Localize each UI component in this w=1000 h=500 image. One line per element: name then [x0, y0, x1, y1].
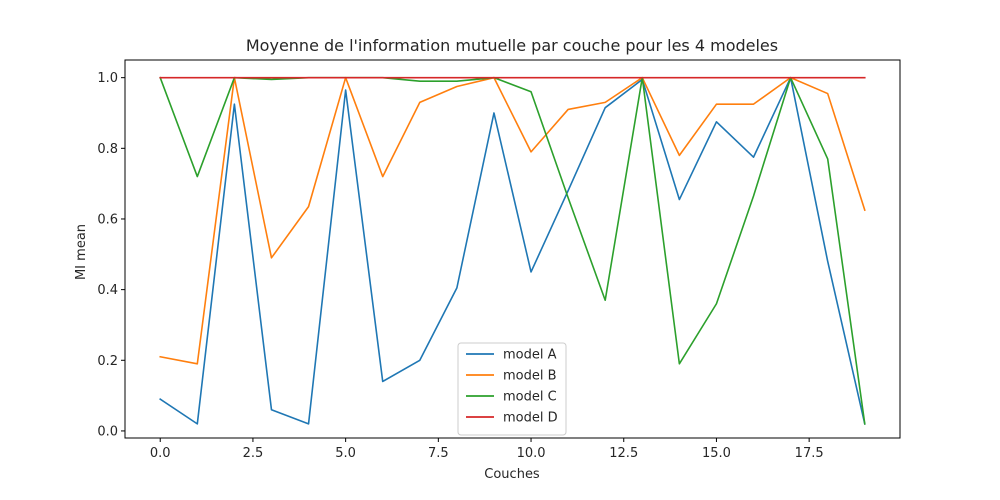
legend-box — [457, 342, 567, 436]
series-line-model-b — [159, 76, 866, 365]
legend: model A model B model C model D — [457, 342, 567, 436]
x-tick-label: 0.0 — [150, 446, 171, 461]
series-line-model-a — [159, 76, 866, 425]
y-axis-title: MI mean — [74, 224, 89, 280]
plot-area — [124, 59, 901, 439]
legend-label: model B — [503, 369, 557, 384]
series-line-model-c — [159, 76, 866, 425]
legend-label: model D — [503, 411, 558, 426]
x-tick-label: 10.0 — [517, 446, 546, 461]
x-axis-title: Couches — [484, 467, 540, 482]
axes-frame — [124, 59, 901, 439]
x-tick-label: 12.5 — [609, 446, 638, 461]
x-tick-label: 5.0 — [335, 446, 356, 461]
y-tick-label: 0.8 — [97, 142, 118, 157]
x-tick-label: 17.5 — [795, 446, 824, 461]
x-axis-ticks: 0.0 2.5 5.0 7.5 10.0 12.5 15.0 17.5 — [150, 438, 824, 461]
chart-title: Moyenne de l'information mutuelle par co… — [246, 36, 778, 55]
y-tick-label: 0.2 — [97, 354, 118, 369]
x-tick-label: 15.0 — [702, 446, 731, 461]
legend-label: model A — [503, 348, 557, 363]
y-axis-ticks: 0.0 0.2 0.4 0.6 0.8 1.0 — [97, 71, 125, 439]
x-tick-label: 7.5 — [428, 446, 449, 461]
y-tick-label: 0.6 — [97, 212, 118, 227]
series-layer — [159, 76, 866, 425]
y-tick-label: 1.0 — [97, 71, 118, 86]
y-tick-label: 0.4 — [97, 283, 118, 298]
y-tick-label: 0.0 — [97, 424, 118, 439]
x-tick-label: 2.5 — [243, 446, 264, 461]
legend-label: model C — [503, 390, 557, 405]
